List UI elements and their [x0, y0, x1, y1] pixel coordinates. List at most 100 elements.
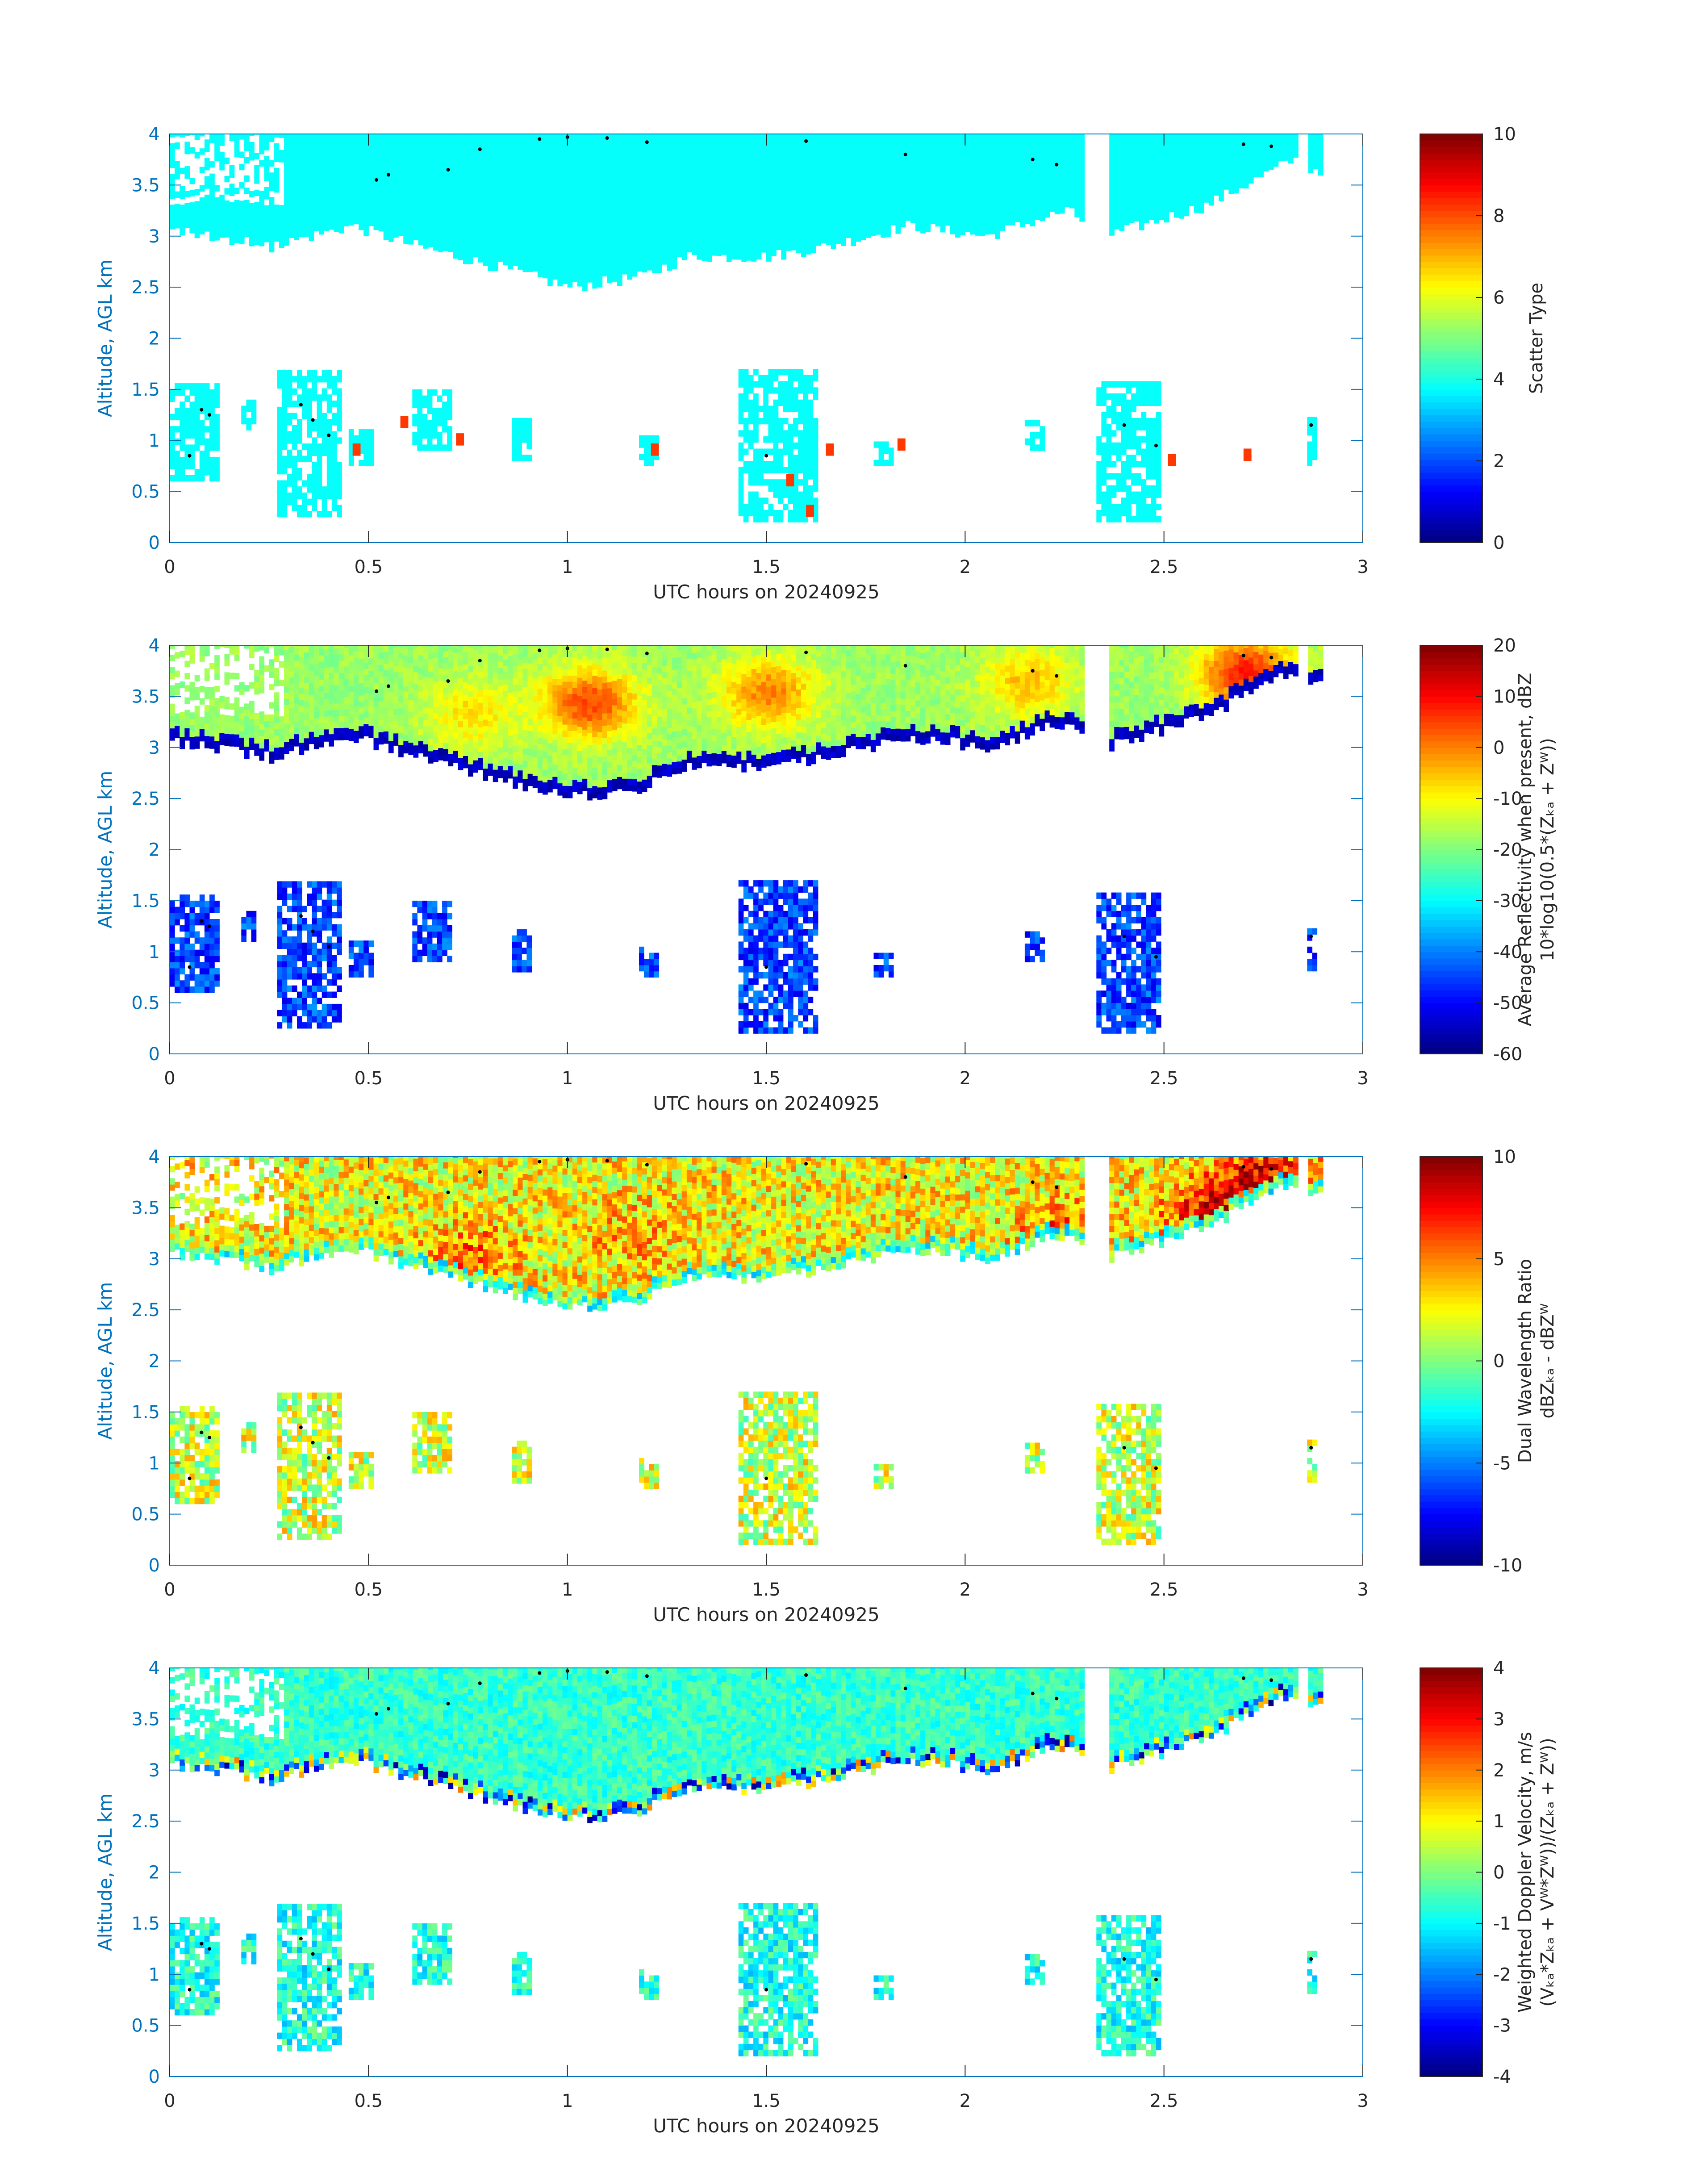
heatmap-cell [497, 237, 503, 243]
heatmap-cell [1015, 134, 1020, 137]
heatmap-cell [721, 156, 727, 163]
heatmap-cell [204, 146, 210, 152]
x-tick-label: 0.5 [355, 557, 383, 577]
heatmap-cell [617, 187, 622, 194]
heatmap-cell [353, 212, 359, 218]
heatmap-cell [331, 413, 337, 419]
heatmap-cell [632, 172, 638, 179]
heatmap-cell [697, 137, 702, 143]
heatmap-cell [1049, 205, 1055, 212]
heatmap-cell [716, 158, 722, 164]
heatmap-cell [1233, 138, 1239, 145]
heatmap-cell [681, 229, 687, 236]
heatmap-cell [497, 157, 503, 164]
heatmap-cell [194, 152, 200, 159]
heatmap-cell [796, 185, 802, 192]
heatmap-cell [199, 185, 205, 192]
heatmap-cell [935, 140, 941, 147]
heatmap-cell [746, 162, 752, 169]
heatmap-cell [264, 138, 270, 145]
heatmap-cell [552, 224, 558, 231]
heatmap-cell [209, 134, 215, 137]
heatmap-cell [488, 228, 493, 234]
heatmap-cell [995, 165, 1000, 172]
heatmap-cell [1015, 185, 1020, 192]
heatmap-cell [547, 200, 553, 207]
heatmap-cell [478, 152, 483, 159]
heatmap-cell [317, 468, 322, 475]
heatmap-cell [483, 222, 489, 229]
heatmap-cell [214, 389, 220, 396]
heatmap-cell [768, 369, 774, 376]
heatmap-cell [677, 189, 682, 196]
heatmap-cell [831, 236, 836, 243]
heatmap-cell [292, 468, 297, 475]
heatmap-cell [229, 184, 235, 190]
heatmap-cell [442, 389, 447, 396]
heatmap-cell [905, 208, 911, 215]
heatmap-cell [1106, 485, 1112, 492]
heatmap-cell [788, 442, 793, 449]
heatmap-cell [900, 190, 906, 197]
heatmap-cell [597, 195, 603, 202]
heatmap-cell [860, 154, 866, 160]
heatmap-cell [602, 141, 608, 148]
heatmap-cell [1318, 150, 1324, 158]
heatmap-cell [427, 389, 433, 396]
heatmap-cell [567, 152, 573, 159]
heatmap-cell [317, 449, 322, 456]
heatmap-cell [811, 209, 816, 216]
heatmap-cell [756, 234, 762, 241]
heatmap-cell [1146, 418, 1152, 425]
heatmap-cell [743, 448, 749, 455]
heatmap-cell [1074, 192, 1080, 199]
heatmap-cell [368, 146, 374, 153]
heatmap-cell [1139, 163, 1144, 169]
heatmap-cell [403, 134, 409, 140]
heatmap-cell [282, 462, 288, 468]
heatmap-cell [427, 420, 433, 426]
heatmap-cell [915, 194, 921, 201]
heatmap-cell [199, 209, 205, 216]
heatmap-cell [1194, 182, 1199, 188]
heatmap-cell [716, 225, 722, 232]
heatmap-cell [662, 154, 667, 161]
heatmap-cell [175, 451, 180, 457]
heatmap-cell [768, 387, 774, 394]
heatmap-cell [1141, 516, 1147, 522]
heatmap-cell [677, 238, 682, 245]
heatmap-cell [796, 173, 802, 180]
heatmap-cell [244, 138, 250, 145]
heatmap-cell [1015, 191, 1020, 198]
heatmap-cell [587, 263, 593, 271]
heatmap-cell [428, 234, 434, 242]
heatmap-cell [632, 233, 638, 240]
heatmap-cell [748, 479, 754, 486]
heatmap-cell [400, 416, 409, 428]
colorbar-step [1420, 472, 1482, 479]
heatmap-cell [602, 233, 608, 240]
heatmap-cell [637, 155, 643, 162]
heatmap-cell [793, 516, 798, 522]
heatmap-cell [602, 135, 608, 142]
heatmap-cell [413, 203, 419, 209]
heatmap-cell [776, 243, 781, 250]
heatmap-cell [284, 221, 289, 228]
heatmap-cell [1283, 148, 1289, 155]
heatmap-cell [667, 240, 672, 247]
heatmap-cell [1141, 504, 1147, 510]
heatmap-cell [1030, 420, 1035, 426]
heatmap-cell [343, 183, 349, 190]
heatmap-cell [312, 486, 317, 493]
heatmap-cell [617, 267, 622, 274]
heatmap-cell [1111, 485, 1117, 492]
heatmap-cell [1024, 162, 1030, 169]
heatmap-cell [199, 432, 205, 439]
heatmap-cell [743, 467, 749, 473]
heatmap-cell [1151, 510, 1157, 517]
heatmap-cell [522, 259, 528, 266]
heatmap-cell [813, 375, 819, 382]
heatmap-cell [870, 150, 876, 157]
heatmap-cell [895, 191, 901, 197]
heatmap-cell [522, 430, 527, 437]
